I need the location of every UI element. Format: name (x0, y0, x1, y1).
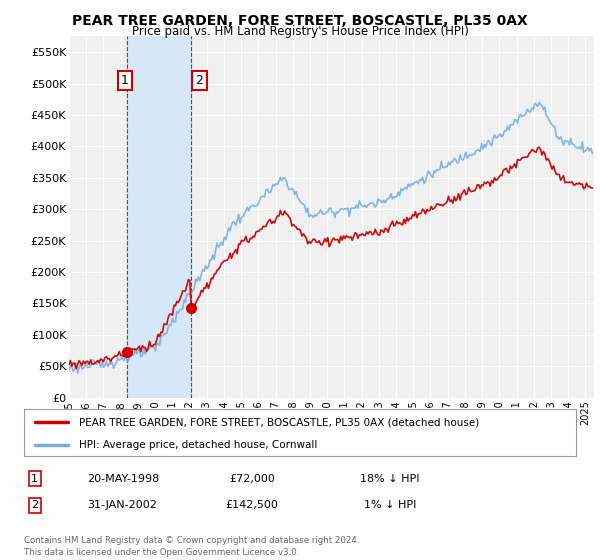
Text: 1% ↓ HPI: 1% ↓ HPI (364, 500, 416, 510)
Text: 2: 2 (31, 500, 38, 510)
Text: 18% ↓ HPI: 18% ↓ HPI (360, 474, 420, 484)
Text: PEAR TREE GARDEN, FORE STREET, BOSCASTLE, PL35 0AX: PEAR TREE GARDEN, FORE STREET, BOSCASTLE… (72, 14, 528, 28)
Text: 31-JAN-2002: 31-JAN-2002 (87, 500, 157, 510)
Text: 1: 1 (31, 474, 38, 484)
Text: 20-MAY-1998: 20-MAY-1998 (87, 474, 159, 484)
Text: Price paid vs. HM Land Registry's House Price Index (HPI): Price paid vs. HM Land Registry's House … (131, 25, 469, 38)
Text: HPI: Average price, detached house, Cornwall: HPI: Average price, detached house, Corn… (79, 440, 317, 450)
Text: Contains HM Land Registry data © Crown copyright and database right 2024.
This d: Contains HM Land Registry data © Crown c… (24, 536, 359, 557)
Text: 1: 1 (121, 74, 128, 87)
Bar (127, 36, 191, 398)
Text: £72,000: £72,000 (229, 474, 275, 484)
Text: £142,500: £142,500 (226, 500, 278, 510)
Text: PEAR TREE GARDEN, FORE STREET, BOSCASTLE, PL35 0AX (detached house): PEAR TREE GARDEN, FORE STREET, BOSCASTLE… (79, 417, 479, 427)
Text: 2: 2 (196, 74, 203, 87)
